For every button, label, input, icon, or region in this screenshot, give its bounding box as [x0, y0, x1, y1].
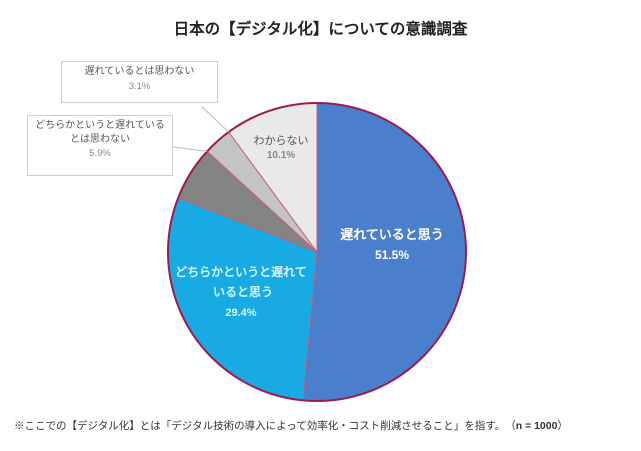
svg-text:遅れていると思う: 遅れていると思う — [340, 227, 444, 242]
svg-text:51.5%: 51.5% — [375, 248, 409, 262]
svg-text:どちらかというと遅れて: どちらかというと遅れて — [175, 265, 307, 279]
svg-text:29.4%: 29.4% — [225, 307, 256, 319]
svg-text:10.1%: 10.1% — [267, 150, 295, 161]
svg-text:いると思う: いると思う — [213, 285, 273, 299]
svg-text:わからない: わからない — [254, 134, 309, 147]
